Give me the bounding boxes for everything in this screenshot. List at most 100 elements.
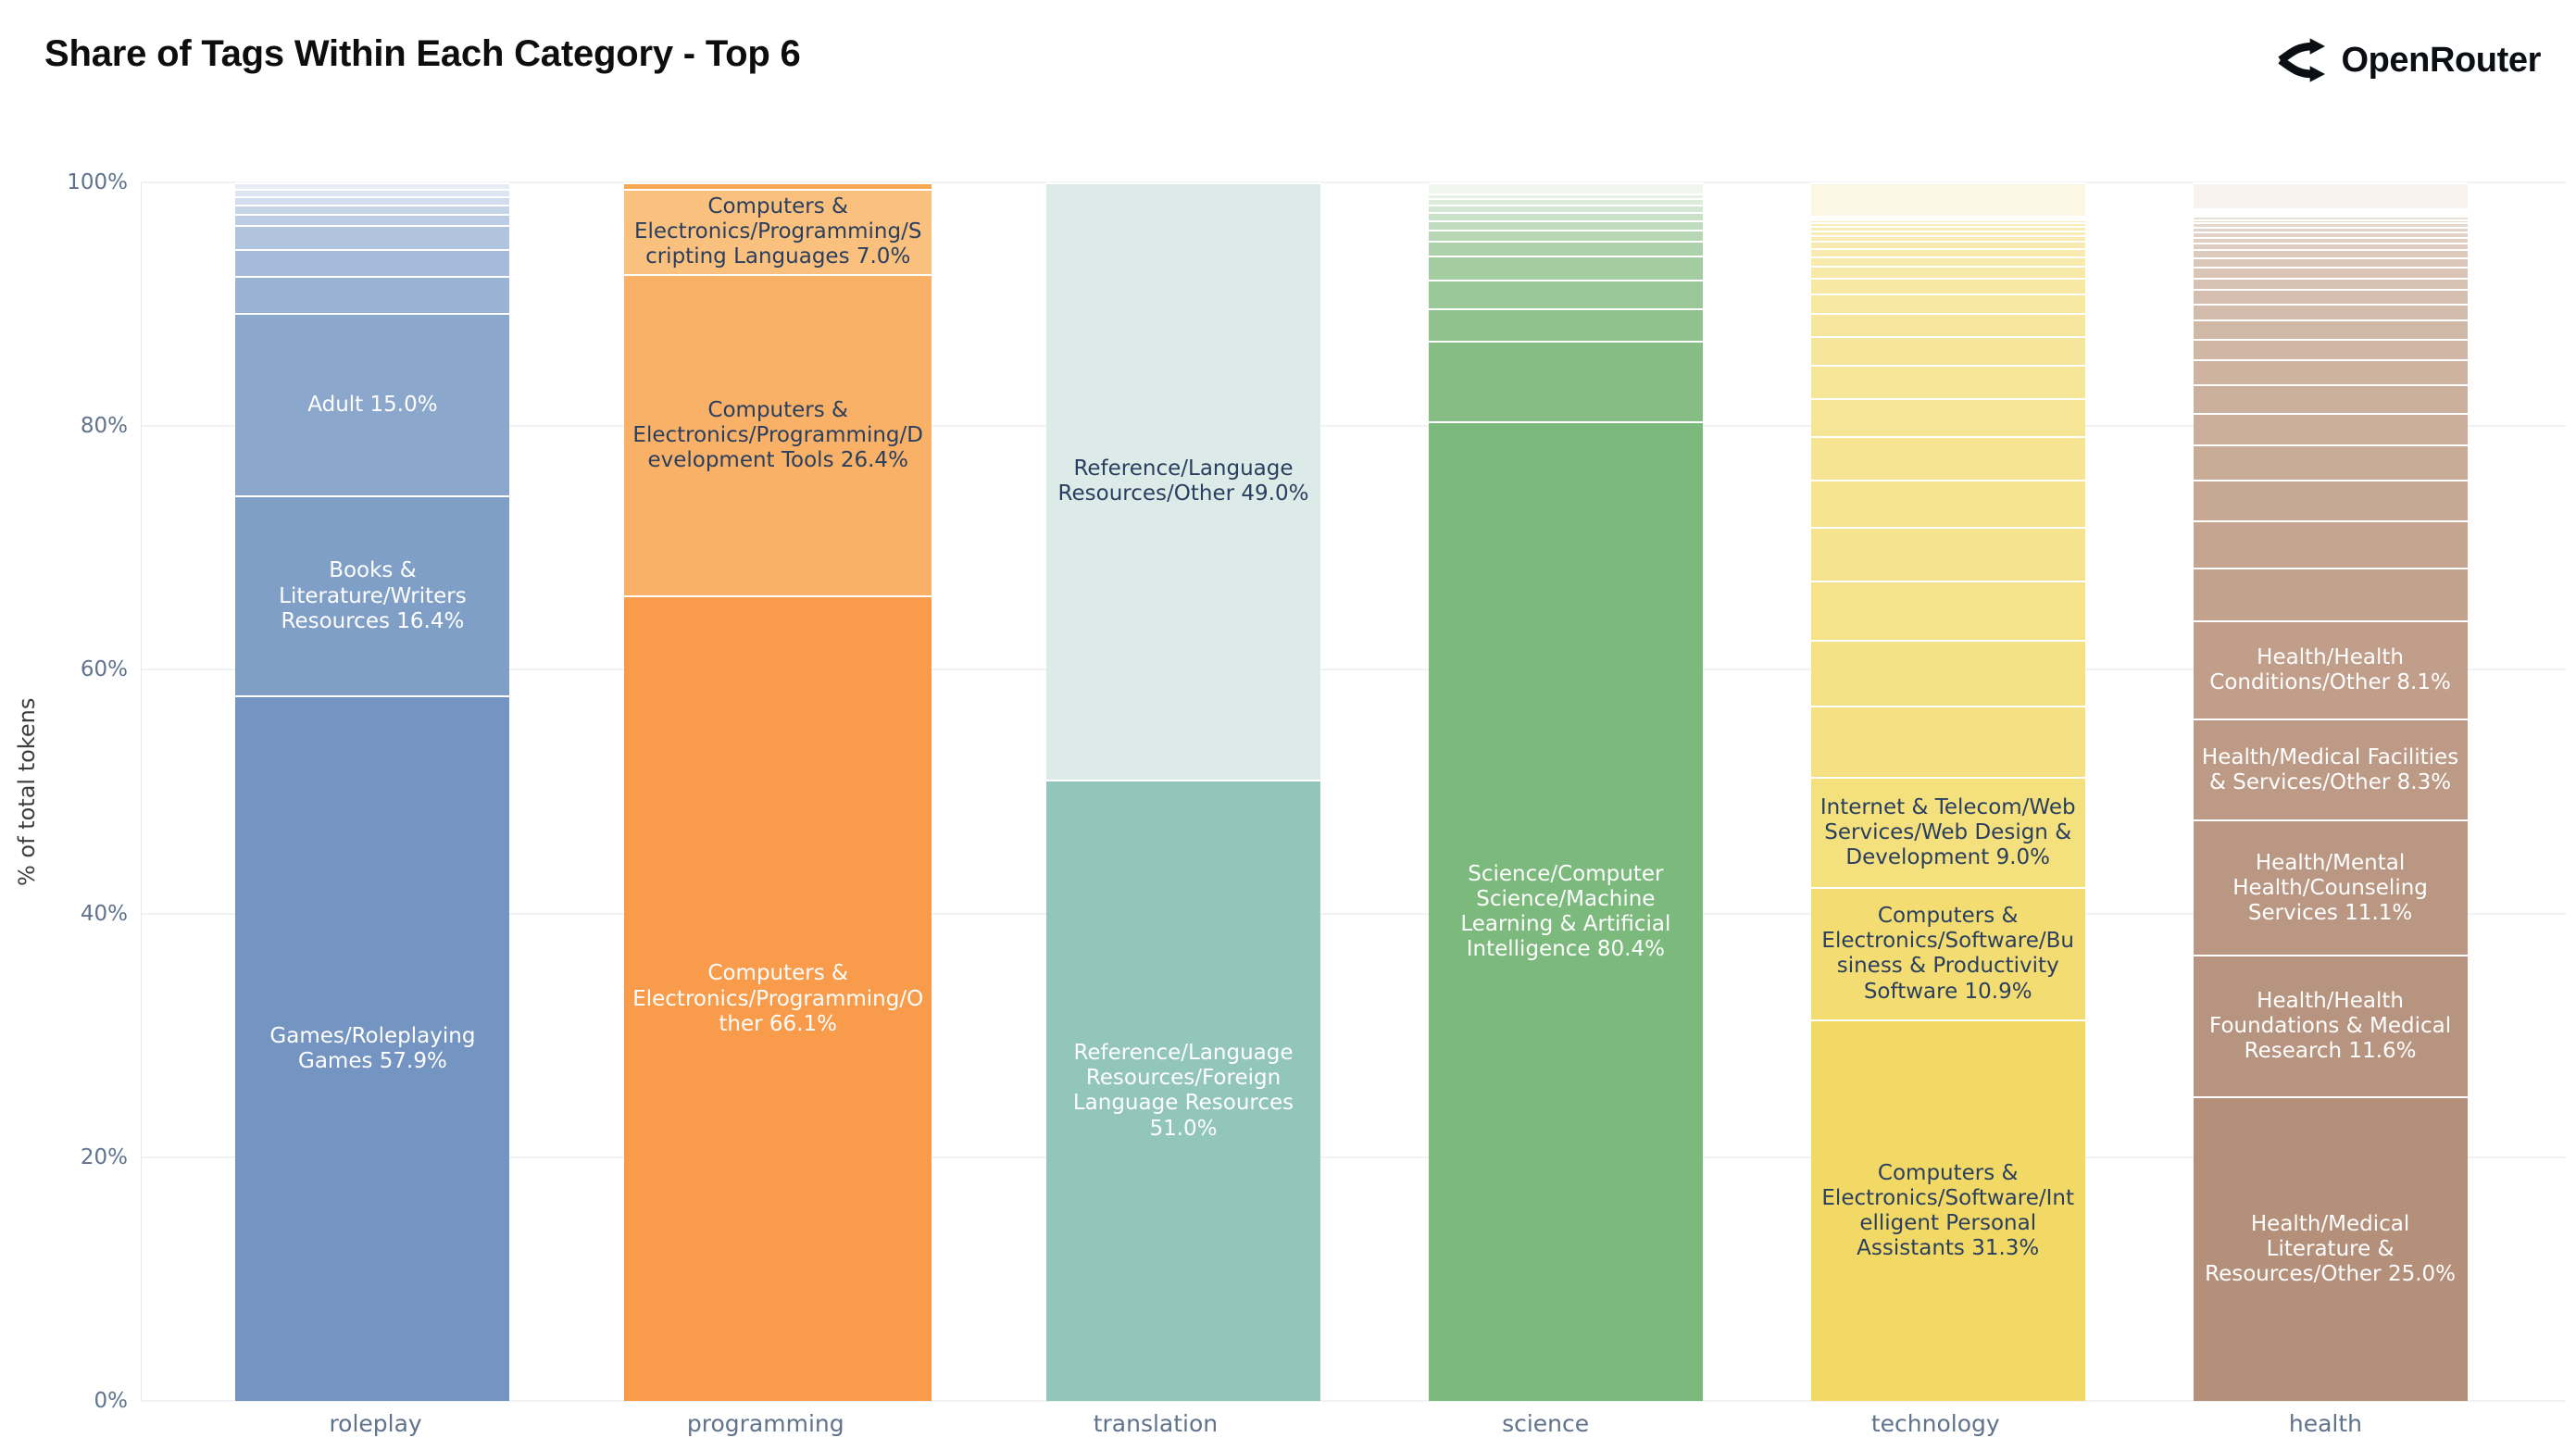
segment-unlabeled[interactable] [2193, 242, 2468, 250]
segment-unlabeled[interactable] [2193, 479, 2468, 521]
segment-unlabeled[interactable] [1428, 280, 1703, 308]
segment-unlabeled[interactable] [2193, 289, 2468, 304]
segment-unlabeled[interactable] [2193, 222, 2468, 227]
segment-unlabeled[interactable] [2193, 444, 2468, 480]
segment-unlabeled[interactable] [1810, 219, 2085, 223]
segment[interactable]: Health/Health Conditions/Other 8.1% [2193, 619, 2468, 719]
segment-unlabeled[interactable] [1810, 580, 2085, 641]
segment[interactable]: Books & Literature/Writers Resources 16.… [235, 495, 510, 696]
segment-unlabeled[interactable] [1428, 241, 1703, 256]
segment-label: Computers & Electronics/Software/Intelli… [1821, 1160, 2075, 1261]
segment-unlabeled[interactable] [2193, 236, 2468, 243]
bars-row: Games/Roleplaying Games 57.9% Books & Lit… [181, 181, 2521, 1401]
segment-unlabeled[interactable] [1810, 398, 2085, 437]
segment-unlabeled[interactable] [1810, 215, 2085, 218]
segment-unlabeled[interactable] [2193, 567, 2468, 620]
segment-unlabeled[interactable] [2193, 219, 2468, 223]
segment-unlabeled[interactable] [235, 182, 510, 189]
segment-unlabeled[interactable] [2193, 384, 2468, 413]
y-axis-title: % of total tokens [14, 697, 40, 886]
segment-unlabeled[interactable] [235, 249, 510, 277]
segment[interactable]: Internet & Telecom/Web Services/Web Desi… [1810, 777, 2085, 887]
segment-unlabeled[interactable] [2193, 412, 2468, 444]
segment-unlabeled[interactable] [2193, 257, 2468, 268]
segment[interactable]: Health/Mental Health/Counseling Services… [2193, 819, 2468, 956]
segment[interactable]: Computers & Electronics/Programming/Othe… [624, 595, 932, 1401]
segment-unlabeled[interactable] [1428, 193, 1703, 199]
segment-unlabeled[interactable] [1810, 222, 2085, 227]
segment-unlabeled[interactable] [2193, 216, 2468, 219]
segment-unlabeled[interactable] [1810, 293, 2085, 313]
segment-unlabeled[interactable] [235, 204, 510, 215]
y-tick-label-20: 20% [80, 1144, 128, 1169]
segment-unlabeled[interactable] [2193, 277, 2468, 290]
segment-unlabeled[interactable] [235, 225, 510, 250]
segment-unlabeled[interactable] [1428, 230, 1703, 242]
segment[interactable]: Reference/Language Resources/Other 49.0% [1045, 182, 1320, 780]
segment-unlabeled[interactable] [2193, 267, 2468, 278]
segment[interactable]: Computers & Electronics/Software/Busines… [1810, 886, 2085, 1020]
segment-unlabeled[interactable] [624, 182, 932, 189]
segment-unlabeled[interactable] [1810, 336, 2085, 366]
segment-unlabeled[interactable] [1428, 211, 1703, 220]
segment-unlabeled[interactable] [1428, 255, 1703, 281]
segment-unlabeled[interactable] [2193, 231, 2468, 237]
segment-unlabeled[interactable] [1810, 241, 2085, 249]
segment-unlabeled[interactable] [1810, 527, 2085, 581]
segment-unlabeled[interactable] [1428, 198, 1703, 205]
segment-unlabeled[interactable] [2193, 226, 2468, 231]
segment-unlabeled[interactable] [1810, 278, 2085, 294]
segment-unlabeled[interactable] [1810, 479, 2085, 528]
segment-unlabeled[interactable] [1810, 230, 2085, 235]
segment-unlabeled[interactable] [2193, 319, 2468, 339]
segment-unlabeled[interactable] [235, 214, 510, 226]
segment-unlabeled[interactable] [1810, 182, 2085, 216]
segment[interactable]: Computers & Electronics/Programming/Deve… [624, 273, 932, 596]
segment[interactable]: Reference/Language Resources/Foreign Lan… [1045, 779, 1320, 1401]
bar-column-programming: Computers & Electronics/Programming/Othe… [564, 182, 993, 1401]
segment[interactable]: Health/Medical Literature & Resources/Ot… [2193, 1096, 2468, 1401]
segment-unlabeled[interactable] [1428, 204, 1703, 212]
segment-unlabeled[interactable] [2193, 303, 2468, 320]
segment-unlabeled[interactable] [1810, 248, 2085, 257]
segment[interactable]: Health/Health Foundations & Medical Rese… [2193, 955, 2468, 1097]
stacked-bar-roleplay: Games/Roleplaying Games 57.9% Books & Lit… [235, 182, 510, 1401]
segment-unlabeled[interactable] [1810, 640, 2085, 706]
segment-unlabeled[interactable] [235, 276, 510, 313]
segment-unlabeled[interactable] [2193, 520, 2468, 568]
segment-label: Adult 15.0% [307, 392, 438, 417]
segment-unlabeled[interactable] [2193, 359, 2468, 385]
segment-label: Games/Roleplaying Games 57.9% [269, 1023, 476, 1074]
segment-unlabeled[interactable] [1810, 266, 2085, 279]
segment-unlabeled[interactable] [1810, 312, 2085, 337]
segment-unlabeled[interactable] [1428, 219, 1703, 231]
segment-unlabeled[interactable] [2193, 338, 2468, 360]
segment-unlabeled[interactable] [235, 195, 510, 205]
segment-unlabeled[interactable] [1428, 341, 1703, 421]
segment[interactable]: Computers & Electronics/Software/Intelli… [1810, 1019, 2085, 1401]
segment-unlabeled[interactable] [2193, 209, 2468, 212]
segment-unlabeled[interactable] [2193, 211, 2468, 214]
segment-label: Health/Health Foundations & Medical Rese… [2209, 989, 2452, 1064]
segment[interactable]: Science/Computer Science/Machine Learnin… [1428, 420, 1703, 1401]
segment-label: Computers & Electronics/Programming/Deve… [632, 397, 923, 472]
segment[interactable]: Computers & Electronics/Programming/Scri… [624, 188, 932, 274]
segment[interactable]: Games/Roleplaying Games 57.9% [235, 695, 510, 1401]
segment-unlabeled[interactable] [2193, 249, 2468, 258]
segment-unlabeled[interactable] [1810, 256, 2085, 267]
segment[interactable]: Health/Medical Facilities & Services/Oth… [2193, 719, 2468, 820]
segment-unlabeled[interactable] [1428, 307, 1703, 342]
x-axis-category-labels: roleplay programming translation science tec… [181, 1410, 2520, 1437]
segment[interactable]: Adult 15.0% [235, 312, 510, 496]
segment-unlabeled[interactable] [1810, 217, 2085, 220]
segment-unlabeled[interactable] [2193, 181, 2468, 208]
segment-unlabeled[interactable] [235, 188, 510, 196]
segment-unlabeled[interactable] [1810, 436, 2085, 480]
segment-unlabeled[interactable] [1428, 182, 1703, 194]
segment-unlabeled[interactable] [1810, 226, 2085, 231]
segment-unlabeled[interactable] [1810, 365, 2085, 399]
segment-unlabeled[interactable] [2193, 207, 2468, 210]
segment-unlabeled[interactable] [2193, 213, 2468, 217]
segment-unlabeled[interactable] [1810, 706, 2085, 778]
segment-unlabeled[interactable] [1810, 234, 2085, 242]
